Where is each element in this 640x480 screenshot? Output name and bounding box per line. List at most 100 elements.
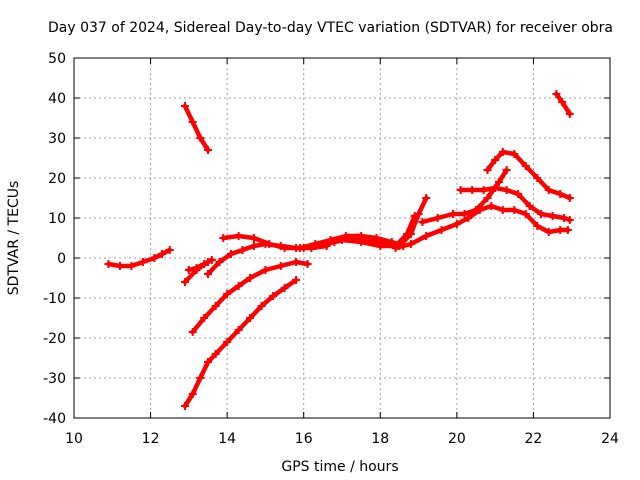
data-point <box>292 276 301 284</box>
series-arc-6 <box>188 258 312 336</box>
data-point <box>498 206 507 214</box>
chart-title: Day 037 of 2024, Sidereal Day-to-day VTE… <box>48 20 613 36</box>
data-point <box>414 210 423 218</box>
data-point <box>249 234 258 242</box>
data-point <box>246 274 255 282</box>
y-axis-label: SDTVAR / TECUs <box>6 181 22 296</box>
data-point <box>299 244 308 252</box>
plot-frame <box>73 57 611 419</box>
data-point <box>537 210 546 218</box>
data-point <box>565 216 574 224</box>
data-point <box>483 166 492 174</box>
data-point <box>502 166 511 174</box>
data-point <box>437 226 446 234</box>
data-point <box>223 290 232 298</box>
series-arc-4 <box>184 256 216 274</box>
data-point <box>487 202 496 210</box>
series-arc-10 <box>311 194 431 250</box>
x-tick-label: 12 <box>142 431 160 447</box>
data-point <box>184 266 193 274</box>
data-point <box>498 148 507 156</box>
data-point <box>510 206 519 214</box>
data-point <box>514 190 523 198</box>
data-point <box>349 234 358 242</box>
data-point <box>544 186 553 194</box>
x-tick-label: 24 <box>601 431 619 447</box>
data-point <box>391 244 400 252</box>
data-point <box>204 358 212 366</box>
data-point <box>211 302 220 310</box>
x-axis-label: GPS time / hours <box>281 459 398 475</box>
data-point <box>456 186 465 194</box>
data-point <box>406 230 415 238</box>
data-point <box>292 258 301 266</box>
data-point <box>181 102 190 110</box>
data-point <box>257 302 266 310</box>
series-arc-11 <box>391 202 572 252</box>
data-point <box>200 314 209 322</box>
y-tick-label: 30 <box>48 131 66 147</box>
data-point <box>196 134 205 142</box>
data-point <box>104 260 113 268</box>
data-point <box>200 260 209 268</box>
series-arc-2 <box>181 102 212 154</box>
series-line <box>190 259 310 335</box>
data-point <box>127 262 136 270</box>
data-point <box>558 98 567 106</box>
data-point <box>418 218 427 226</box>
data-point <box>196 374 205 382</box>
data-point <box>204 146 212 154</box>
data-point <box>483 194 492 202</box>
data-point <box>330 238 339 246</box>
data-point <box>280 284 289 292</box>
x-tick-label: 14 <box>218 431 236 447</box>
data-point <box>280 244 289 252</box>
data-point <box>276 262 285 270</box>
data-point <box>249 242 258 250</box>
data-point <box>181 278 190 286</box>
data-point <box>261 266 270 274</box>
data-point <box>188 328 197 336</box>
series-layer <box>104 90 574 410</box>
data-point <box>468 186 477 194</box>
data-point <box>138 258 147 266</box>
y-tick-label: -20 <box>43 331 66 347</box>
data-point <box>525 202 534 210</box>
data-point <box>521 162 530 170</box>
series-arc-15 <box>552 90 574 118</box>
series-line <box>182 103 211 153</box>
data-point <box>556 226 565 234</box>
y-tick-label: -30 <box>43 371 66 387</box>
data-point <box>188 390 197 398</box>
data-point <box>533 222 542 230</box>
data-point <box>211 350 220 358</box>
y-tick-label: 10 <box>48 211 66 227</box>
data-point <box>464 214 473 222</box>
data-point <box>460 210 469 218</box>
data-point <box>226 250 235 258</box>
data-point <box>383 240 392 248</box>
data-point <box>563 226 572 234</box>
series-line <box>182 277 299 409</box>
data-point <box>449 210 458 218</box>
data-point <box>406 240 415 248</box>
data-point <box>204 270 212 278</box>
data-point <box>192 264 201 272</box>
x-tick-label: 18 <box>371 431 389 447</box>
series-arc-12 <box>418 166 511 226</box>
x-tick-label: 22 <box>525 431 543 447</box>
series-arc-14 <box>483 148 574 202</box>
data-point <box>158 250 167 258</box>
data-point <box>215 258 224 266</box>
data-point <box>565 194 574 202</box>
data-point <box>510 150 519 158</box>
data-point <box>246 314 255 322</box>
data-point <box>234 326 243 334</box>
data-point <box>491 156 500 164</box>
data-point <box>472 206 480 214</box>
data-point <box>533 174 542 182</box>
y-tick-label: -10 <box>43 291 66 307</box>
y-tick-label: 20 <box>48 171 66 187</box>
data-point <box>422 194 431 202</box>
